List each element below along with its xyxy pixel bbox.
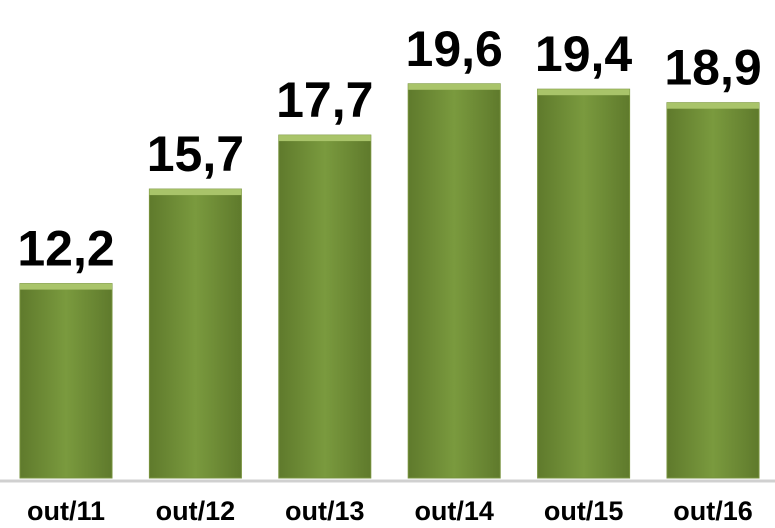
x-tick-label: out/14: [414, 496, 494, 526]
bar-highlight: [667, 102, 759, 109]
bar: [278, 134, 372, 479]
value-label: 19,6: [406, 21, 503, 77]
value-label: 18,9: [664, 40, 761, 96]
x-tick-label: out/11: [27, 496, 105, 526]
value-label: 15,7: [147, 126, 244, 182]
bar-highlight: [408, 83, 501, 90]
x-tick-label: out/15: [544, 496, 624, 526]
x-tick-label: out/16: [673, 496, 753, 526]
x-tick-label: out/12: [156, 496, 236, 526]
bar: [148, 188, 242, 479]
bar-highlight: [278, 135, 371, 142]
x-tick-label: out/13: [285, 496, 365, 526]
bar-highlight: [149, 189, 242, 196]
value-label: 19,4: [535, 26, 633, 82]
bar-highlight: [537, 89, 630, 96]
value-label: 17,7: [276, 72, 373, 128]
value-label: 12,2: [17, 221, 114, 277]
bar-highlight: [20, 283, 112, 290]
bar: [19, 283, 113, 479]
bar: [537, 88, 631, 479]
bar: [666, 102, 760, 479]
bar: [407, 83, 501, 479]
